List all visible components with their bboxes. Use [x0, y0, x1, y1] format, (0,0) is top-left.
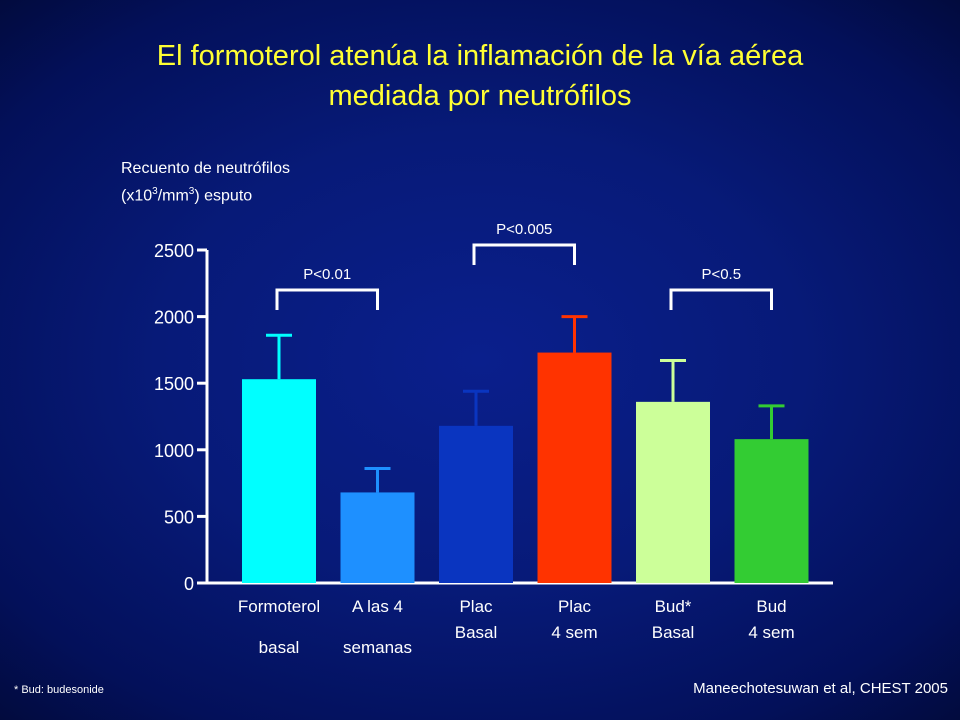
significance-label-0: P<0.01 [303, 266, 351, 283]
y-axis-label-line1: Recuento de neutrófilos [121, 160, 290, 177]
x-label-line1-0: Formoterol [238, 597, 320, 616]
x-label-line1-4: Bud* [655, 597, 692, 616]
citation: Maneechotesuwan et al, CHEST 2005 [693, 680, 948, 697]
y-tick-label-2: 1000 [154, 441, 194, 461]
y-axis-label-part-a: (x10 [121, 187, 153, 205]
bar-1 [340, 492, 415, 583]
x-label-line2-1: semanas [343, 638, 412, 657]
y-tick-label-4: 2000 [154, 308, 194, 328]
x-label-line1-2: Plac [459, 597, 493, 616]
y-tick-label-0: 0 [184, 574, 194, 594]
x-label-line1-3: Plac [558, 597, 592, 616]
significance-bracket-2 [669, 288, 773, 310]
y-axis-label-sup-2: 3 [188, 186, 195, 197]
significance-label-1: P<0.005 [496, 221, 552, 238]
significance-bracket-1 [472, 243, 576, 265]
bar-2 [439, 425, 513, 583]
x-label-line2-5: 4 sem [748, 623, 794, 642]
x-label-line2-4: Basal [652, 623, 695, 642]
bar-4 [636, 401, 710, 583]
y-axis-label-sup-1: 3 [152, 186, 158, 197]
footnote: * Bud: budesonide [14, 684, 104, 696]
x-label-line2-0: basal [259, 638, 300, 657]
x-label-line2-2: Basal [455, 623, 498, 642]
y-axis-label-line2: (x103/mm3) esputo [121, 186, 252, 205]
y-axis-label-part-b: /mm [157, 187, 189, 205]
x-label-line1-1: A las 4 [352, 597, 403, 616]
y-tick-label-3: 1500 [154, 374, 194, 394]
y-tick-label-5: 2500 [154, 241, 194, 261]
significance-bracket-0 [275, 288, 379, 310]
significance-label-2: P<0.5 [701, 266, 741, 283]
y-tick-label-1: 500 [164, 507, 194, 527]
x-label-line1-5: Bud [756, 597, 786, 616]
bar-3 [537, 352, 612, 583]
bar-5 [734, 439, 809, 583]
x-label-line2-3: 4 sem [551, 623, 597, 642]
chart-title-line1: El formoterol atenúa la inflamación de l… [156, 40, 804, 72]
chart-title-line2: mediada por neutrófilos [328, 80, 632, 112]
bar-0 [242, 379, 316, 583]
y-axis-label-part-c: ) esputo [194, 187, 253, 205]
